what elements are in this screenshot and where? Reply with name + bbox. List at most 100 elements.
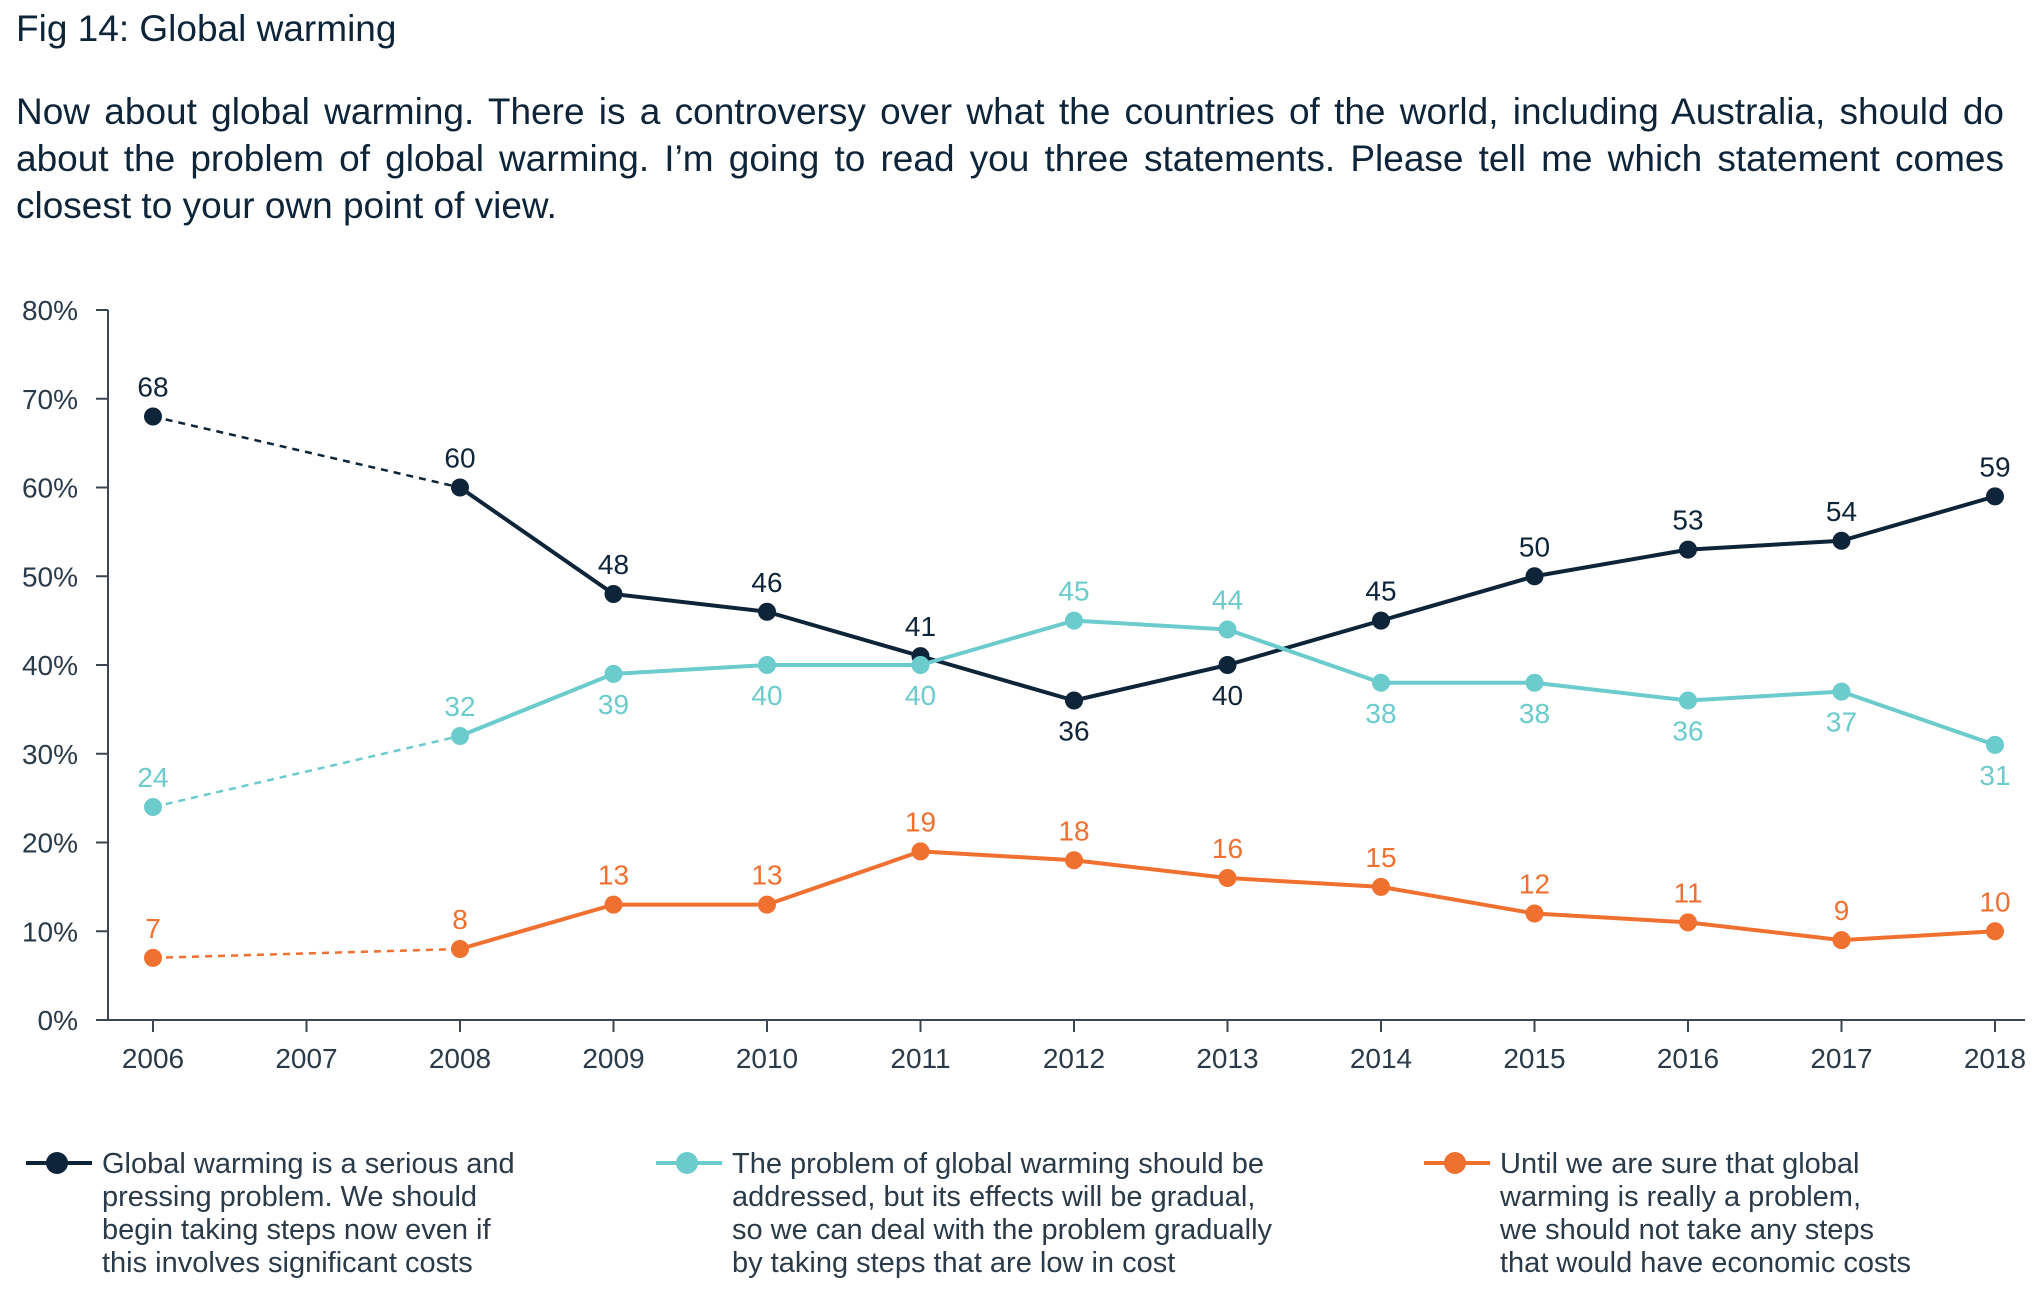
data-point [1525, 567, 1544, 586]
y-tick-label: 50% [22, 561, 78, 592]
x-tick-label: 2010 [736, 1043, 798, 1074]
series-line-dashed [152, 947, 461, 960]
data-point [1832, 682, 1851, 701]
data-label: 40 [751, 680, 782, 711]
x-tick-label: 2017 [1810, 1043, 1872, 1074]
data-point [1679, 540, 1697, 559]
data-label: 31 [1979, 760, 2010, 791]
data-label: 36 [1058, 716, 1089, 747]
data-point [1832, 531, 1851, 550]
legend-text-line: addressed, but its effects will be gradu… [732, 1181, 1256, 1213]
y-axis-ticks: 0% 10% 20% 30% 40% 50% 60% 70% 80% [22, 295, 108, 1036]
data-point [1065, 851, 1083, 870]
y-tick-label: 30% [22, 739, 78, 770]
legend-text-line: warming is really a problem, [1500, 1181, 1862, 1213]
data-label: 16 [1212, 833, 1243, 864]
data-point [144, 407, 162, 426]
data-point [1372, 673, 1390, 692]
x-axis-ticks: 2006 2007 2008 2009 2010 2011 2012 2013 2014 2015… [122, 1020, 2026, 1074]
series-line-dashed [152, 415, 461, 489]
data-point [451, 478, 469, 497]
data-point [1525, 904, 1544, 923]
data-point [911, 656, 930, 674]
legend-item-no-steps: Until we are sure that global warming is… [1424, 1148, 1911, 1280]
data-label: 44 [1212, 585, 1243, 616]
data-label: 8 [452, 904, 468, 935]
data-label: 38 [1365, 698, 1396, 729]
series-line [459, 849, 1996, 951]
figure-title: Fig 14: Global warming [16, 8, 397, 49]
legend-text-line: so we can deal with the problem graduall… [732, 1214, 1273, 1246]
data-point [604, 664, 623, 683]
data-label: 68 [137, 372, 168, 403]
data-point [1065, 691, 1083, 710]
data-point [911, 842, 930, 861]
x-tick-label: 2016 [1657, 1043, 1719, 1074]
legend-text-line: we should not take any steps [1500, 1214, 1875, 1246]
data-label: 46 [751, 567, 782, 598]
data-point [144, 798, 162, 816]
data-point [451, 727, 469, 745]
data-point [1832, 931, 1851, 950]
x-tick-label: 2015 [1503, 1043, 1565, 1074]
data-point [1679, 913, 1697, 932]
y-tick-label: 10% [22, 916, 78, 947]
data-labels: 68 60 48 46 41 36 40 45 50 53 54 59 24 32 39 40 40 45 44 38… [137, 372, 2010, 944]
data-label: 9 [1834, 895, 1850, 926]
data-label: 19 [905, 806, 936, 837]
data-point [1986, 487, 2004, 506]
data-label: 13 [751, 860, 782, 891]
x-tick-label: 2009 [582, 1043, 644, 1074]
data-point [144, 948, 162, 967]
y-tick-label: 60% [22, 473, 78, 504]
legend-text-line: that would have economic costs [1500, 1247, 1912, 1279]
series-line-dashed [152, 734, 461, 809]
data-point [1525, 673, 1544, 692]
y-tick-label: 70% [22, 384, 78, 415]
legend-text-line: by taking steps that are low in cost [732, 1247, 1176, 1279]
legend-item-serious-problem: Global warming is a serious and pressing… [26, 1148, 515, 1280]
data-label: 54 [1826, 496, 1857, 527]
data-label: 60 [444, 443, 475, 474]
y-tick-label: 80% [22, 295, 78, 326]
data-label: 7 [145, 913, 161, 944]
data-label: 10 [1979, 886, 2010, 917]
data-point [1065, 611, 1083, 630]
data-point [604, 895, 623, 914]
data-point [758, 656, 776, 674]
data-label: 40 [905, 680, 936, 711]
data-label: 45 [1365, 576, 1396, 607]
data-label: 39 [598, 689, 629, 720]
legend-text-line: pressing problem. We should [102, 1181, 478, 1213]
legend-swatch [26, 1148, 92, 1178]
legend-text-line: begin taking steps now even if [102, 1214, 491, 1246]
y-tick-label: 0% [38, 1005, 78, 1036]
data-label: 24 [137, 762, 168, 793]
x-tick-label: 2006 [122, 1043, 184, 1074]
data-point [451, 940, 469, 958]
legend-item-gradual-steps: The problem of global warming should be … [656, 1148, 1272, 1280]
legend-text-line: The problem of global warming should be [732, 1148, 1264, 1180]
legend-swatch [656, 1148, 722, 1178]
data-point [1218, 620, 1237, 639]
x-tick-label: 2012 [1043, 1043, 1105, 1074]
data-label: 53 [1672, 505, 1703, 536]
data-point [758, 895, 776, 914]
data-label: 11 [1673, 877, 1702, 908]
data-point [1218, 656, 1237, 674]
data-label: 38 [1519, 698, 1550, 729]
data-label: 48 [598, 549, 629, 580]
legend-text-line: Until we are sure that global [1500, 1148, 1860, 1180]
data-label: 12 [1519, 869, 1550, 900]
x-tick-label: 2014 [1350, 1043, 1412, 1074]
series-2 [144, 842, 2004, 967]
x-tick-label: 2018 [1964, 1043, 2026, 1074]
data-label: 37 [1826, 707, 1857, 738]
data-label: 13 [598, 860, 629, 891]
data-label: 15 [1365, 842, 1396, 873]
data-label: 18 [1058, 815, 1089, 846]
data-label: 45 [1058, 576, 1089, 607]
y-tick-label: 20% [22, 828, 78, 859]
line-chart: 0%10%20%30%40%50%60%70%80% 2006 2007 2008 2… [22, 295, 2026, 1074]
data-point [1218, 869, 1237, 887]
